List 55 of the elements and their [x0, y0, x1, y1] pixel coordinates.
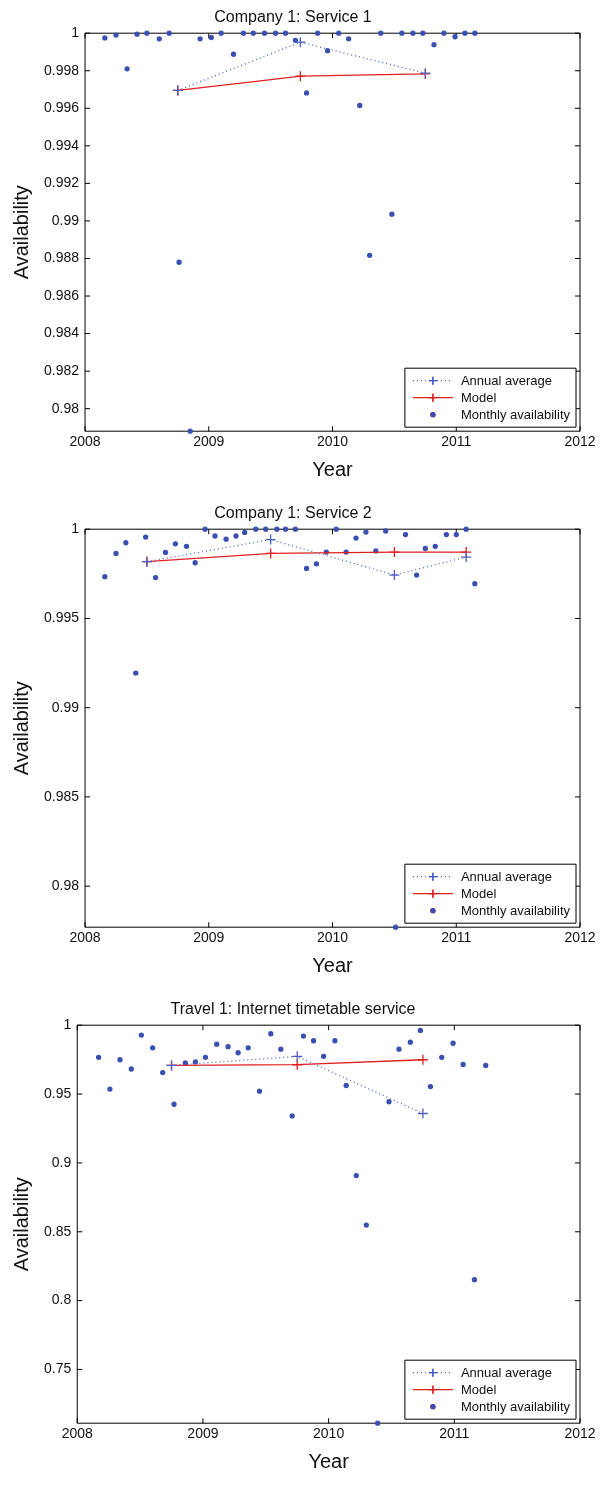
y-tick-label: 1: [71, 24, 80, 41]
y-tick-label: 0.98: [51, 877, 80, 894]
y-tick-label: 0.986: [43, 286, 80, 303]
y-tick-label: 1: [71, 520, 80, 537]
y-tick-label: 1: [63, 1016, 72, 1033]
y-tick-label: 0.85: [44, 1222, 72, 1239]
x-tick-label: 2011: [441, 433, 472, 450]
y-tick-label: 0.99: [51, 698, 80, 715]
x-tick-label: 2008: [69, 433, 101, 450]
y-tick-label: 0.75: [44, 1360, 72, 1377]
x-axis-title: Year: [308, 1449, 350, 1472]
y-tick-label: 0.8: [51, 1291, 72, 1308]
x-tick-label: 2012: [564, 433, 596, 450]
legend-label: Monthly availability: [460, 407, 571, 423]
chart-title: Company 1: Service 1: [214, 8, 372, 26]
chart-title: Travel 1: Internet timetable service: [170, 1000, 416, 1018]
y-tick-label: 0.996: [43, 99, 80, 116]
y-tick-label: 0.995: [43, 609, 80, 626]
x-tick-label: 2009: [193, 433, 225, 450]
y-tick-label: 0.99: [51, 211, 80, 228]
y-tick-label: 0.984: [43, 324, 80, 341]
legend-label: Annual average: [460, 373, 552, 389]
y-tick-label: 0.982: [43, 361, 80, 378]
x-axis-title: Year: [312, 457, 354, 480]
y-tick-label: 0.98: [51, 399, 80, 416]
legend-label: Model: [460, 390, 497, 406]
x-tick-label: 2011: [439, 1425, 470, 1442]
x-tick-label: 2008: [69, 929, 101, 946]
y-tick-label: 0.95: [44, 1084, 72, 1101]
y-tick-label: 0.992: [43, 174, 80, 191]
y-tick-label: 0.9: [51, 1153, 72, 1170]
y-axis-title: Availability: [9, 681, 32, 776]
y-axis-title: Availability: [9, 1177, 32, 1272]
y-axis-title: Availability: [9, 185, 32, 280]
legend-label: Model: [460, 886, 497, 902]
x-tick-label: 2010: [316, 929, 349, 946]
x-tick-label: 2009: [187, 1425, 219, 1442]
x-axis-title: Year: [312, 953, 354, 976]
y-tick-label: 0.985: [43, 787, 80, 804]
x-tick-label: 2009: [193, 929, 225, 946]
x-tick-label: 2010: [313, 1425, 345, 1442]
legend-label: Monthly availability: [460, 903, 571, 919]
x-tick-label: 2008: [61, 1425, 94, 1442]
x-tick-label: 2012: [564, 929, 596, 946]
x-tick-label: 2012: [564, 1425, 596, 1442]
legend-label: Monthly availability: [460, 1399, 571, 1415]
legend-label: Annual average: [460, 1365, 552, 1381]
y-tick-label: 0.988: [43, 249, 80, 266]
x-tick-label: 2010: [316, 433, 349, 450]
y-tick-label: 0.998: [43, 61, 80, 78]
chart-title: Company 1: Service 2: [214, 504, 372, 522]
legend-label: Annual average: [460, 869, 552, 885]
x-tick-label: 2011: [441, 929, 472, 946]
y-tick-label: 0.994: [43, 136, 80, 153]
legend-label: Model: [460, 1382, 497, 1398]
